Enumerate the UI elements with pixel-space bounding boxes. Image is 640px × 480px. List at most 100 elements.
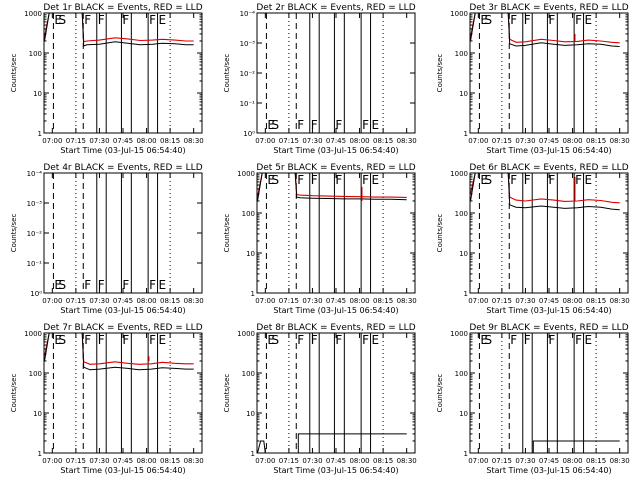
marker-label: F xyxy=(335,173,342,187)
marker-label: E xyxy=(585,173,593,187)
marker-label: E xyxy=(54,278,62,292)
y-tick-label: 1000 xyxy=(237,170,255,178)
marker-label: S xyxy=(485,173,493,187)
x-tick-label: 08:00 xyxy=(136,297,156,305)
panel-title-legend: BLACK = Events, RED = LLD xyxy=(498,163,629,173)
x-tick-label: 07:15 xyxy=(279,137,299,145)
series-group xyxy=(44,13,194,47)
x-tick-label: 07:15 xyxy=(492,137,512,145)
marker-label: F xyxy=(122,13,129,27)
marker-label: F xyxy=(84,278,91,292)
marker-label: E xyxy=(54,333,62,347)
marker-label: E xyxy=(159,278,167,292)
x-tick-label: 07:15 xyxy=(279,457,299,465)
y-tick-label: 10⁻⁴ xyxy=(240,10,256,18)
marker-label: E xyxy=(480,333,488,347)
x-tick-label: 08:15 xyxy=(373,137,393,145)
y-tick-label: 10⁻¹ xyxy=(240,100,256,108)
y-tick-label: 10⁻² xyxy=(27,230,43,238)
marker-label: E xyxy=(372,173,380,187)
y-tick-label: 1000 xyxy=(450,330,468,338)
events-series-line xyxy=(44,13,194,47)
series-group xyxy=(257,433,407,453)
panel-title-legend: BLACK = Events, RED = LLD xyxy=(72,3,203,13)
marker-label: F xyxy=(548,333,555,347)
x-tick-label: 08:30 xyxy=(610,297,630,305)
x-tick-label: 08:00 xyxy=(562,137,582,145)
y-tick-label: 1000 xyxy=(24,10,42,18)
x-tick-label: 07:30 xyxy=(89,457,109,465)
y-axis-label: Counts/sec xyxy=(10,374,18,413)
marker-label: S xyxy=(272,333,280,347)
marker-label: F xyxy=(510,173,517,187)
x-tick-label: 07:30 xyxy=(302,457,322,465)
y-tick-label: 10⁻² xyxy=(240,70,256,78)
x-tick-label: 08:30 xyxy=(397,457,417,465)
x-tick-label: 08:00 xyxy=(562,297,582,305)
plot-frame xyxy=(469,332,629,454)
marker-label: F xyxy=(311,333,318,347)
panel-title: Det 7r BLACK = Events, RED = LLD xyxy=(43,323,202,333)
x-tick-label: 07:00 xyxy=(42,297,62,305)
y-axis-label: Counts/sec xyxy=(223,214,231,253)
x-tick-label: 08:30 xyxy=(397,137,417,145)
plot-frame xyxy=(43,12,203,134)
y-tick-label: 10⁻¹ xyxy=(27,260,43,268)
y-tick-label: 1000 xyxy=(24,330,42,338)
marker-label: E xyxy=(585,13,593,27)
event-markers: ES F F F F E xyxy=(265,333,384,453)
y-tick-label: 10 xyxy=(246,410,255,418)
panel-title-legend: BLACK = Events, RED = LLD xyxy=(72,323,203,333)
panel-title-legend: BLACK = Events, RED = LLD xyxy=(285,3,416,13)
marker-label: F xyxy=(84,333,91,347)
y-tick-label: 1 xyxy=(464,130,468,138)
y-tick-label: 1 xyxy=(38,130,42,138)
x-tick-label: 08:30 xyxy=(610,457,630,465)
events-series-line xyxy=(257,173,407,202)
events-series-line xyxy=(470,13,620,47)
marker-label: E xyxy=(585,333,593,347)
x-tick-label: 07:45 xyxy=(326,137,346,145)
events-series-line xyxy=(44,333,194,371)
y-axis-label: Counts/sec xyxy=(10,214,18,253)
marker-label: E xyxy=(159,13,167,27)
events-series-line xyxy=(257,433,407,453)
marker-label: F xyxy=(311,173,318,187)
marker-label: F xyxy=(362,333,369,347)
panel-title: Det 3r BLACK = Events, RED = LLD xyxy=(469,3,628,13)
marker-label: F xyxy=(149,333,156,347)
x-tick-label: 08:15 xyxy=(586,297,606,305)
lld-series-line xyxy=(44,333,194,365)
marker-label: F xyxy=(524,173,531,187)
marker-label: S xyxy=(59,278,67,292)
x-tick-label: 07:30 xyxy=(89,297,109,305)
x-tick-label: 08:00 xyxy=(349,457,369,465)
x-tick-label: 07:15 xyxy=(66,297,86,305)
y-tick-label: 100 xyxy=(242,210,255,218)
marker-label: F xyxy=(84,13,91,27)
x-axis-label: Start Time (03-Jul-15 06:54:40) xyxy=(273,306,398,315)
x-tick-label: 07:15 xyxy=(492,297,512,305)
series-group xyxy=(470,13,620,47)
x-tick-label: 08:15 xyxy=(586,137,606,145)
marker-label: E xyxy=(267,118,275,132)
marker-label: E xyxy=(372,118,380,132)
x-tick-label: 07:15 xyxy=(66,457,86,465)
marker-label: E xyxy=(54,13,62,27)
x-tick-label: 08:15 xyxy=(160,457,180,465)
marker-label: F xyxy=(548,173,555,187)
y-axis-label: Counts/sec xyxy=(10,54,18,93)
y-tick-label: 10 xyxy=(459,250,468,258)
y-tick-label: 10⁻³ xyxy=(27,200,43,208)
y-tick-label: 10 xyxy=(459,90,468,98)
y-tick-label: 1 xyxy=(251,450,255,458)
marker-label: S xyxy=(485,13,493,27)
x-tick-label: 08:15 xyxy=(160,137,180,145)
event-markers: ES F F F F E xyxy=(478,333,597,453)
plot-frame xyxy=(256,12,416,134)
marker-label: F xyxy=(311,118,318,132)
marker-label: F xyxy=(98,278,105,292)
plot-frame xyxy=(469,172,629,294)
y-tick-label: 10⁰ xyxy=(30,290,42,298)
